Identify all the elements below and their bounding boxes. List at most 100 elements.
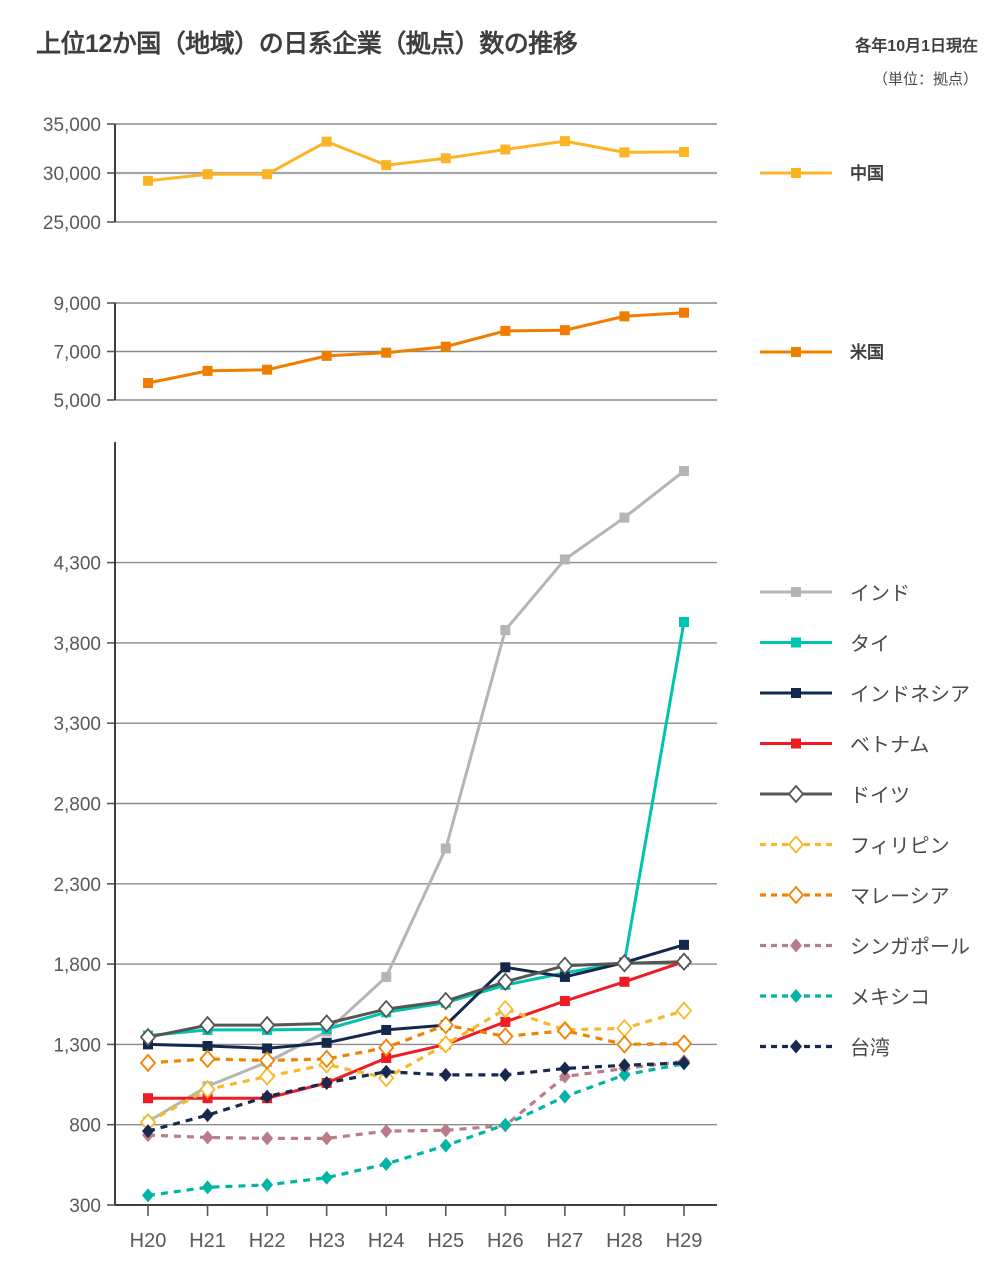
data-point-メキシコ [261,1177,274,1192]
series-line-インド [147,469,685,1123]
data-point-中国 [500,144,511,155]
data-point-インド [440,843,451,854]
data-point-ドイツ [675,952,693,972]
data-point-インド [559,554,570,565]
y-axis-label: 30,000 [43,164,101,185]
data-point-台湾 [320,1075,333,1090]
legend-label-タイ[interactable]: タイ [850,633,890,656]
data-point-米国 [559,325,570,336]
series-line-米国 [147,311,685,385]
data-point-シンガポール [558,1069,571,1084]
data-point-インド [679,466,689,477]
legend-marker-ベトナム [791,738,801,749]
data-point-ドイツ [497,972,514,992]
data-point-メキシコ [558,1089,571,1104]
legend-label-usa[interactable]: 米国 [850,342,884,362]
data-point-台湾 [142,1124,154,1139]
y-axis-label: 25,000 [43,213,101,234]
data-point-ベトナム [559,996,570,1007]
data-point-マレーシア [616,1035,633,1054]
data-point-メキシコ [142,1188,154,1203]
x-axis-label: H23 [308,1230,345,1252]
legend-layer: 中国米国インドタイインドネシアベトナムドイツフィリピンマレーシアシンガポールメキ… [760,163,970,1060]
legend-label-メキシコ[interactable]: メキシコ [850,987,930,1009]
y-axis-label: 5,000 [53,391,101,412]
legend-label-インド[interactable]: インド [850,583,910,605]
data-point-米国 [143,378,153,389]
legend-marker-フィリピン [787,835,805,854]
x-axis-label: H22 [249,1230,286,1252]
panel-usa: 5,000 7,000 9,000 [53,294,717,412]
legend-label-ベトナム[interactable]: ベトナム [850,735,929,757]
y-axis-label: 1,800 [53,955,101,976]
data-point-台湾 [439,1067,452,1082]
data-point-中国 [619,147,630,158]
x-axis-label: H29 [666,1230,703,1252]
data-point-インド [381,971,392,982]
data-point-台湾 [558,1061,571,1076]
data-point-中国 [143,175,153,186]
data-point-ドイツ [139,1027,157,1047]
data-point-タイ [679,617,689,628]
legend-marker-インド [791,587,801,597]
data-point-米国 [619,311,630,322]
y-axis-label: 2,800 [53,795,101,816]
legend-marker-ドイツ [787,784,805,804]
data-point-米国 [500,325,511,336]
y-axis-label: 300 [69,1196,101,1217]
data-point-マレーシア [199,1049,216,1069]
data-point-フィリピン [199,1080,216,1099]
x-axis-label: H21 [189,1230,226,1252]
unit-note: （単位：拠点） [872,71,978,88]
legend-marker-シンガポール [790,938,802,953]
data-point-マレーシア [556,1021,574,1041]
panel-china: 25,000 30,000 35,000 [43,115,717,234]
data-point-台湾 [380,1064,393,1079]
legend-label-インドネシア[interactable]: インドネシア [850,684,970,706]
series-line-ベトナム [148,960,685,1100]
data-point-マレーシア [258,1051,276,1070]
x-axis-label: H24 [368,1230,405,1252]
data-point-中国 [559,136,570,147]
data-point-ドイツ [199,1015,216,1035]
legend-marker-china [791,168,801,178]
legend-label-フィリピン[interactable]: フィリピン [850,836,950,858]
legend-label-シンガポール[interactable]: シンガポール [850,936,970,959]
data-point-ドイツ [556,956,574,976]
data-point-ドイツ [437,991,454,1011]
legend-label-china[interactable]: 中国 [850,163,884,183]
data-point-ベトナム [381,1053,392,1064]
data-point-インドネシア [500,962,511,973]
y-axis-label: 9,000 [53,294,101,315]
data-point-中国 [262,169,273,180]
x-axis-label: H20 [130,1230,167,1252]
panel-main: 300 800 1,300 1,800 2,300 2,800 3,300 3,800 4,30… [53,442,717,1252]
x-axis-label: H28 [606,1230,643,1252]
data-point-台湾 [678,1055,690,1070]
series-line-タイ [147,621,686,1038]
data-point-インドネシア [262,1043,273,1054]
legend-marker-usa [791,347,801,357]
y-axis-label: 1,300 [53,1035,101,1056]
x-axis-label: H25 [427,1230,464,1252]
y-axis-label: 2,300 [53,875,101,896]
x-axis-label: H26 [487,1230,524,1252]
y-axis-label: 35,000 [43,115,101,136]
data-point-シンガポール [201,1130,214,1145]
data-point-メキシコ [201,1180,214,1195]
legend-label-ドイツ[interactable]: ドイツ [850,785,910,807]
data-point-メキシコ [380,1157,393,1172]
data-point-台湾 [499,1067,512,1082]
as-of-note: 各年10月1日現在 [855,38,978,55]
series-line-ドイツ [147,960,685,1039]
data-point-メキシコ [618,1067,631,1082]
legend-label-マレーシア[interactable]: マレーシア [850,886,950,908]
legend-label-台湾[interactable]: 台湾 [850,1037,890,1060]
legend-marker-マレーシア [787,885,805,905]
data-point-ドイツ [378,999,395,1019]
x-axis-label: H27 [547,1230,584,1252]
data-point-フィリピン [675,1001,693,1021]
data-point-マレーシア [139,1053,157,1073]
